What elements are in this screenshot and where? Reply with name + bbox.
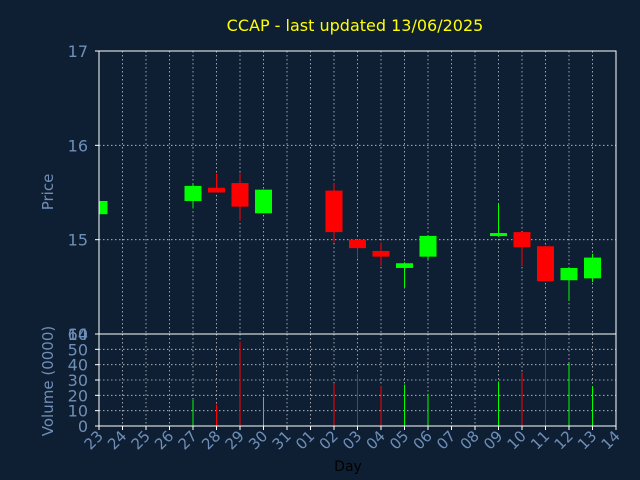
price-y-tick-label: 17 — [68, 42, 88, 61]
candle-body — [513, 232, 531, 248]
candle-body — [490, 233, 507, 237]
candle-body — [560, 267, 578, 281]
volume-y-tick-label: 40 — [68, 356, 88, 375]
volume-y-tick-label: 10 — [68, 402, 88, 421]
price-panel: 14 15 16 17 Price — [39, 42, 617, 344]
candle-body — [584, 257, 601, 279]
candle-28 — [208, 173, 225, 193]
volume-y-tick-label: 30 — [68, 371, 88, 390]
candle-body — [537, 246, 554, 282]
volume-bars — [192, 338, 593, 426]
volume-axis-label: Volume (0000) — [39, 326, 57, 436]
candle-30 — [255, 189, 272, 214]
price-axis-label: Price — [39, 174, 57, 211]
candle-body — [184, 185, 202, 201]
x-axis-label: Day — [334, 459, 362, 475]
candle-12 — [560, 267, 578, 301]
candle-23 — [98, 200, 108, 215]
candle-02 — [325, 183, 343, 243]
volume-y-tick-label: 0 — [78, 417, 88, 436]
candle-body — [231, 183, 249, 207]
volume-y-tick-label: 60 — [68, 325, 88, 344]
candle-body — [325, 190, 343, 233]
candle-body — [255, 189, 272, 214]
candle-body — [396, 263, 413, 268]
price-y-tick-label: 15 — [68, 231, 88, 250]
volume-y-tick-label: 20 — [68, 386, 88, 405]
candle-06 — [419, 235, 437, 260]
candle-27 — [184, 183, 202, 209]
candle-body — [372, 250, 390, 257]
candle-11 — [537, 246, 554, 282]
x-tick-labels: 2324252627282930310102030405060708091011… — [81, 426, 624, 453]
candle-05 — [396, 262, 413, 288]
candle-body — [349, 239, 366, 249]
candle-29 — [231, 173, 249, 221]
candle-10 — [513, 232, 531, 267]
price-y-tick-label: 16 — [68, 136, 88, 155]
price-y-tick-labels: 14 15 16 17 — [68, 42, 99, 344]
candle-body — [99, 200, 108, 215]
volume-y-tick-label: 50 — [68, 340, 88, 359]
price-y-tick-label: 14 — [68, 325, 88, 344]
candle-body — [208, 187, 225, 193]
candles — [98, 173, 601, 301]
chart-title: CCAP - last updated 13/06/2025 — [227, 16, 484, 35]
candle-body — [419, 235, 437, 257]
candle-03 — [349, 239, 366, 259]
candle-09 — [490, 203, 507, 237]
candle-13 — [584, 253, 601, 283]
candle-04 — [372, 242, 390, 267]
